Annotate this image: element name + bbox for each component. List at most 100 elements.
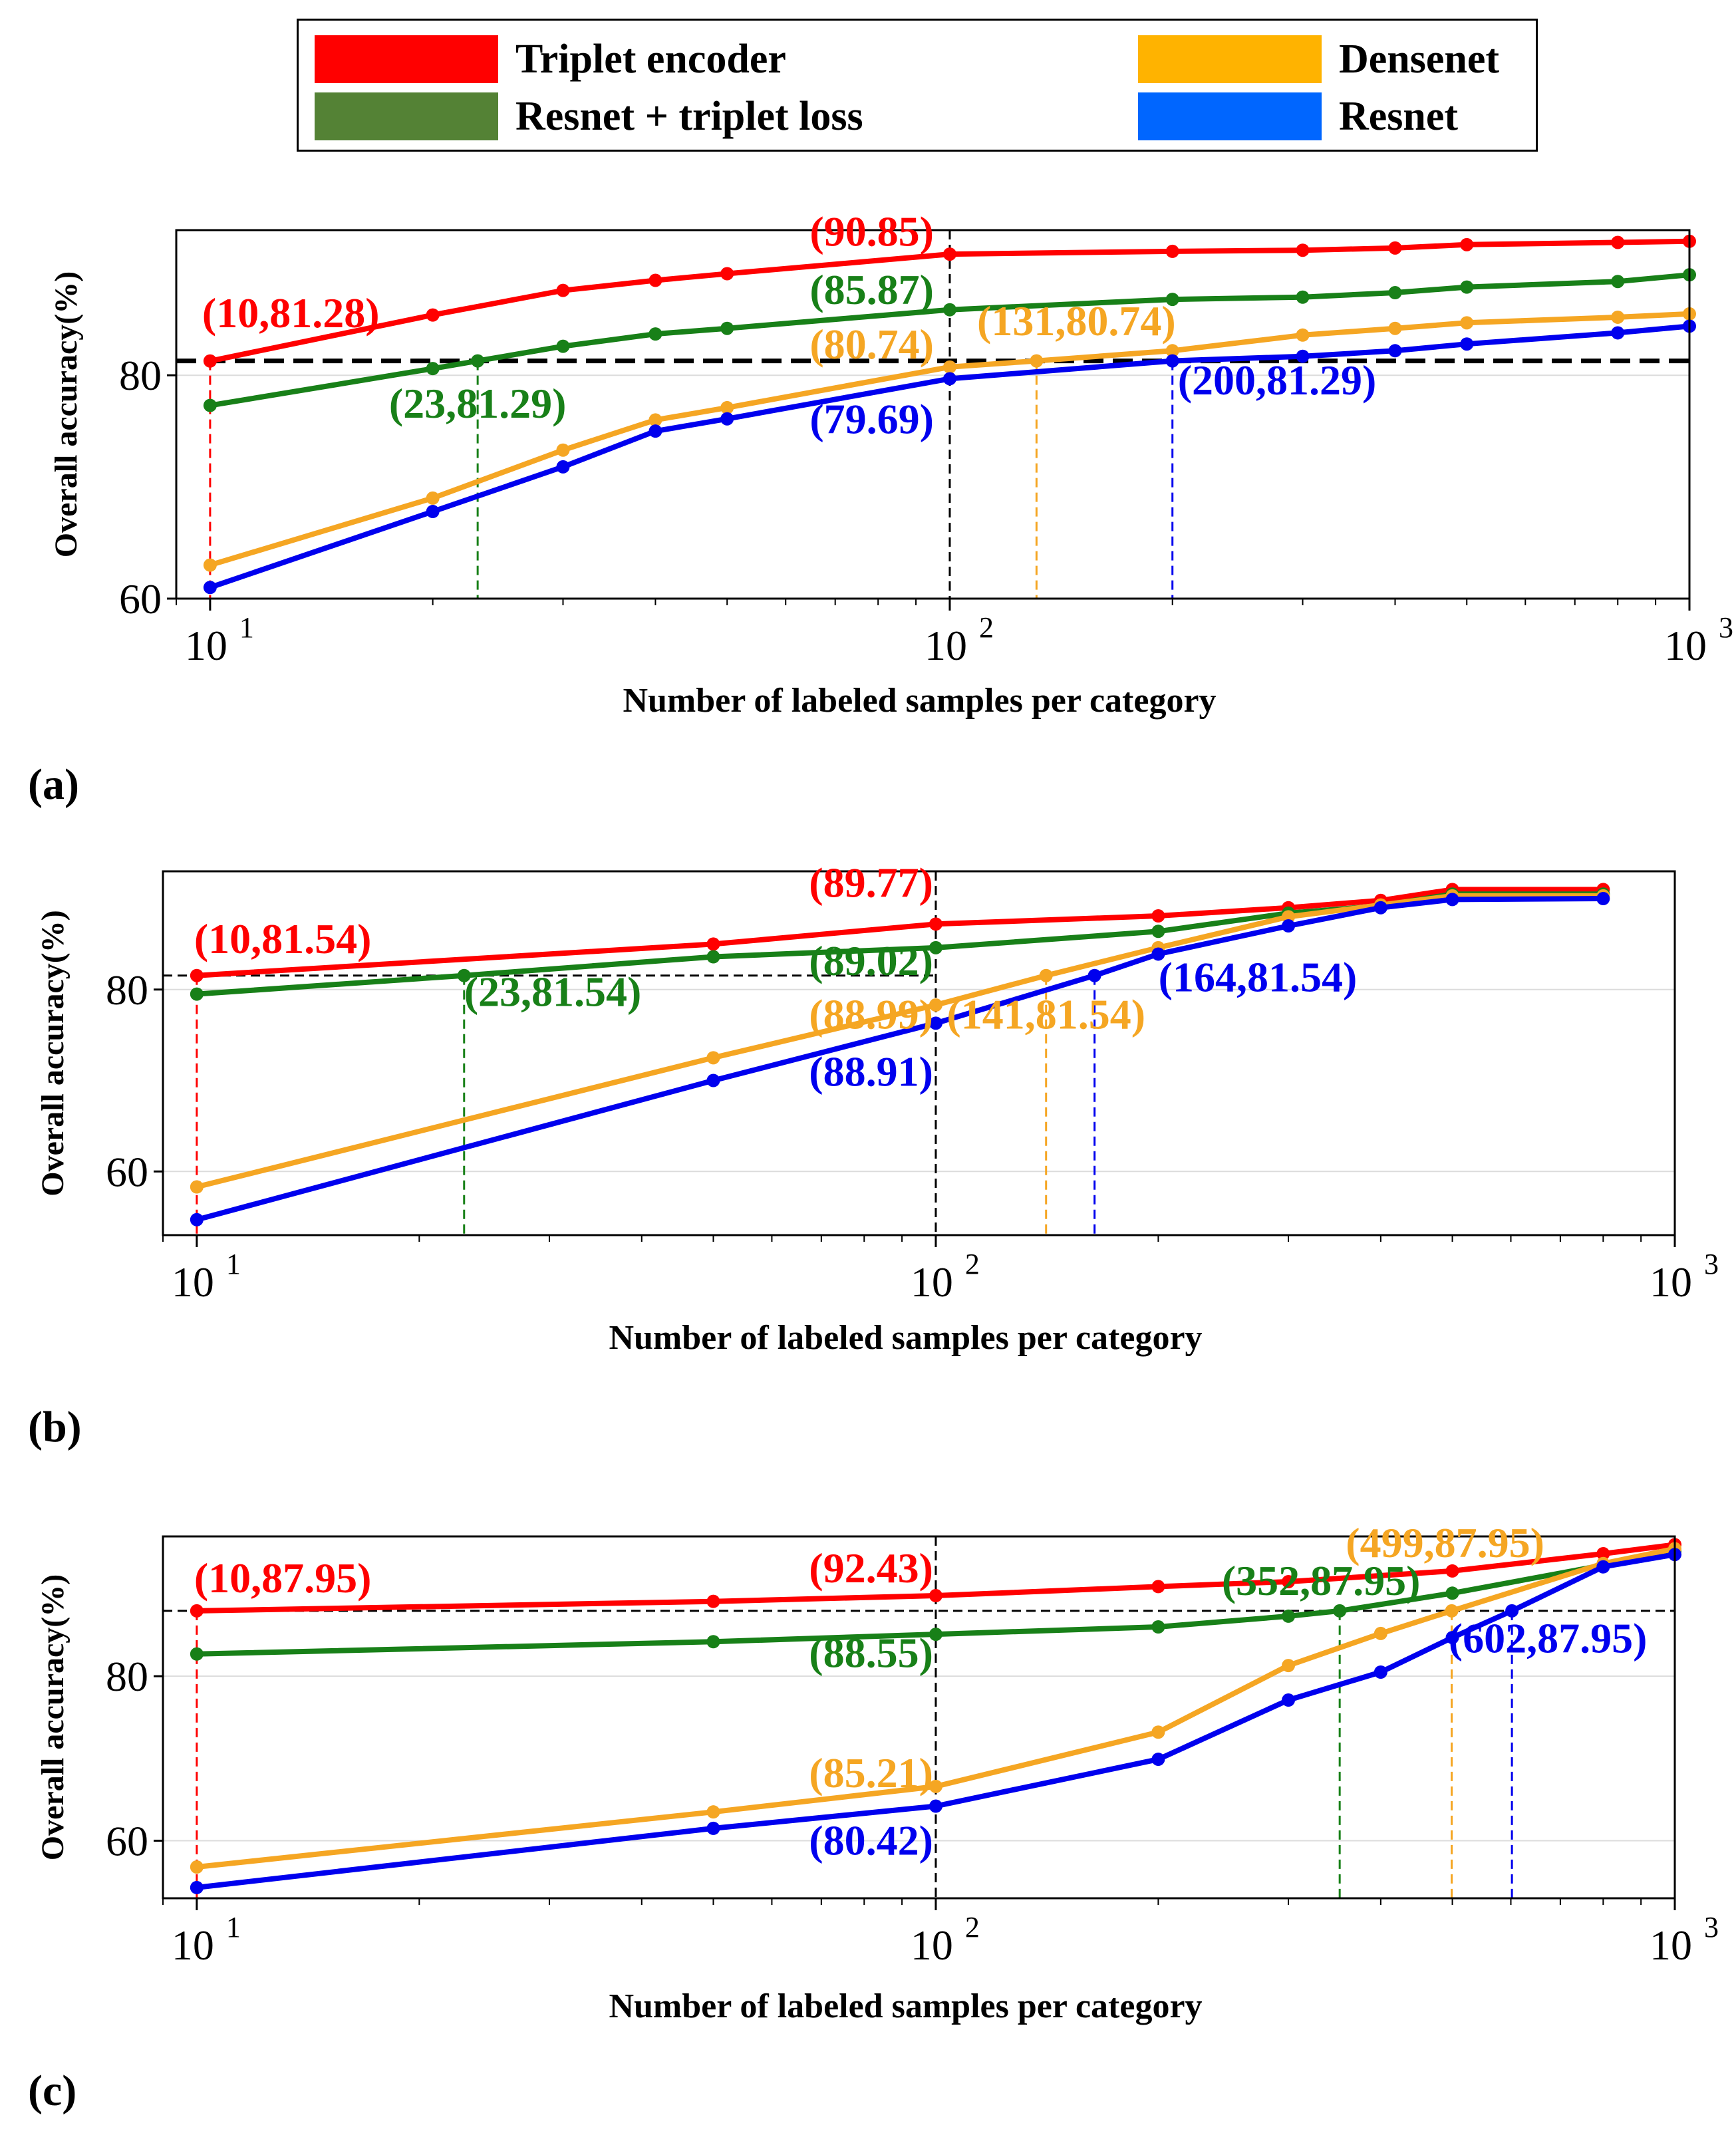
data-annotation: (92.43) [809,1544,933,1592]
data-annotation: (10,87.95) [194,1554,372,1602]
x-tick-label-exponent: 2 [965,1248,980,1280]
data-annotation: (499,87.95) [1346,1519,1544,1566]
data-point [942,372,956,386]
data-point [426,491,440,505]
data-point [1505,1604,1519,1618]
data-point [1282,1609,1296,1623]
data-point [1445,1586,1459,1600]
data-point [1596,1546,1610,1560]
data-point [1445,893,1459,907]
data-point [649,413,662,427]
data-annotation: (602,87.95) [1449,1614,1648,1661]
data-point [929,940,942,954]
data-point [929,1016,942,1030]
data-point [1611,326,1625,340]
y-tick-label: 60 [119,575,162,623]
data-point [706,1594,720,1608]
data-point [1282,1693,1296,1707]
data-annotation: (79.69) [809,396,934,443]
panel-label-b: (b) [28,1403,82,1451]
y-tick-label: 80 [119,352,162,399]
plot-frame [162,870,1676,1236]
data-point [1039,968,1053,982]
data-point [1611,235,1625,249]
data-point [942,303,956,317]
data-annotation: (90.85) [809,208,934,255]
data-point [1296,328,1310,342]
data-point [942,360,956,374]
data-annotation: (89.02) [809,937,933,984]
x-tick-label: 10 [172,1258,214,1306]
data-point [720,412,734,426]
data-point [1151,947,1165,961]
data-point [1333,1604,1347,1618]
data-point [649,424,662,438]
data-point [1151,1620,1165,1634]
legend-swatch [315,92,498,140]
data-point [556,443,570,457]
data-point [556,283,570,297]
x-tick-label: 10 [172,1922,214,1969]
data-point [1151,909,1165,923]
data-point [190,1647,204,1661]
legend-item-densenet: Densenet [1138,35,1499,83]
data-point [720,400,734,414]
data-annotation: (352,87.95) [1222,1557,1421,1604]
data-annotation: (80.42) [809,1816,933,1864]
panel-label-a: (a) [28,760,79,809]
data-point [471,354,485,368]
data-point [649,327,662,341]
data-point [942,247,956,261]
data-point [426,308,440,322]
data-point [1282,1659,1296,1673]
data-point [203,558,217,572]
data-point [457,968,471,982]
data-point [190,1860,204,1874]
data-annotation: (89.77) [809,859,933,906]
x-tick-label: 10 [925,622,967,669]
data-point [929,998,942,1012]
data-point [649,273,662,287]
data-point [1165,293,1179,307]
data-annotation: (131,80.74) [977,297,1176,345]
data-annotation: (88.55) [809,1630,933,1677]
data-point [1165,344,1179,358]
data-point [720,321,734,335]
legend-item-resnet-triplet-loss: Resnet + triplet loss [315,92,863,140]
data-point [1165,244,1179,258]
data-point [1282,910,1296,924]
data-point [1445,1631,1459,1645]
y-tick-label: 60 [106,1148,148,1195]
data-point [1388,241,1402,255]
series-line [210,238,1690,364]
data-point [929,917,942,931]
data-point [1596,1560,1610,1574]
data-point [190,1213,204,1226]
data-point [1374,1626,1387,1640]
legend-item-triplet-encoder: Triplet encoder [315,35,786,83]
data-point [1151,1753,1165,1767]
legend-label: Resnet + triplet loss [515,93,863,139]
chart-b: 60 80 10 1 10 2 10 3 Number of labeled samples p… [35,859,1719,1357]
data-point [1445,1604,1459,1618]
series-line [209,323,1690,590]
data-annotation: (80.74) [809,321,934,368]
y-axis-label: Overall accuracy(%) [49,271,84,558]
data-annotation: (10,81.28) [202,289,380,337]
x-tick-label-exponent: 1 [226,1911,241,1943]
x-axis-label: Number of labeled samples per category [609,1987,1202,2025]
x-tick-label: 10 [911,1922,953,1969]
series-line [196,1552,1675,1890]
data-annotation: (10,81.54) [194,915,372,962]
data-point [706,1805,720,1819]
y-axis-label: Overall accuracy(%) [35,910,71,1197]
data-point [556,460,570,474]
chart-c: 60 80 10 1 10 2 10 3 Number of labeled samples p… [35,1519,1719,2025]
x-tick-label-exponent: 2 [965,1911,980,1943]
series-line [196,887,1604,978]
plot-frame [175,229,1691,600]
data-point [1445,1564,1459,1578]
y-tick-label: 80 [106,966,148,1014]
plot-frame [162,1535,1676,1900]
data-point [190,987,204,1001]
